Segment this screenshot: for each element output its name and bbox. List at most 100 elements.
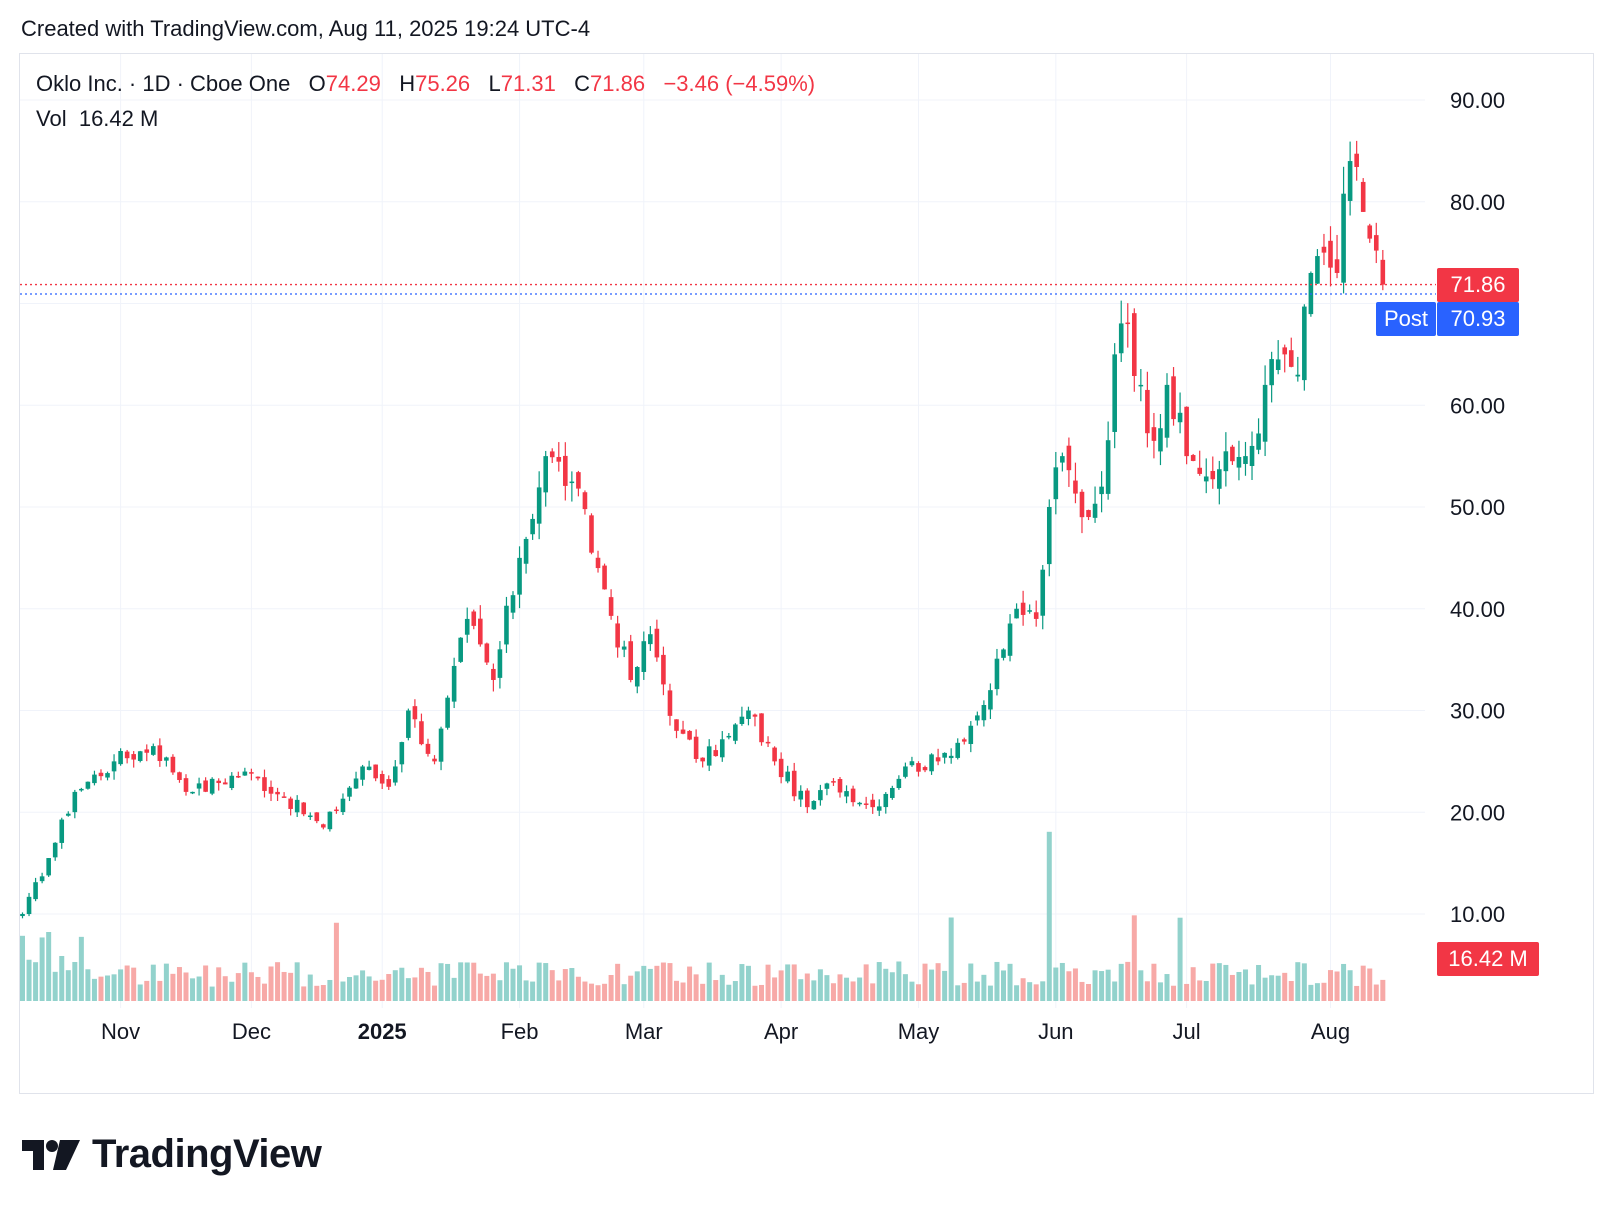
volume-bar — [248, 972, 254, 1001]
candlesticks — [20, 140, 1386, 919]
volume-bar — [1046, 831, 1052, 1001]
candle-body — [922, 767, 928, 771]
candle-body — [144, 749, 150, 753]
candle-body — [994, 658, 1000, 690]
candle-body — [196, 783, 202, 789]
candle-body — [948, 755, 954, 759]
volume-bar — [26, 959, 32, 1001]
volume-bar — [1216, 963, 1222, 1001]
volume-bar — [137, 984, 143, 1001]
volume-bar — [785, 964, 791, 1001]
candle-body — [1151, 427, 1157, 441]
volume-bar — [314, 985, 320, 1001]
candle-body — [412, 706, 418, 720]
chart-grid — [20, 54, 1425, 1008]
candle-body — [942, 752, 947, 758]
volume-bar — [52, 971, 58, 1001]
volume-bar — [1242, 969, 1248, 1001]
volume-bar — [628, 975, 634, 1001]
volume-bar — [1328, 970, 1333, 1001]
candle-body — [746, 710, 751, 720]
volume-bar — [1210, 963, 1216, 1001]
volume-bar — [713, 980, 719, 1001]
volume-bar — [883, 968, 889, 1001]
candle-body — [785, 771, 790, 782]
volume-bar — [418, 967, 424, 1001]
candle-body — [876, 806, 882, 811]
volume-bar — [144, 980, 150, 1001]
volume-bar — [131, 967, 137, 1001]
volume-bar — [1295, 962, 1301, 1001]
open-value: 74.29 — [325, 71, 381, 96]
candle-body — [713, 750, 719, 757]
candle-body — [229, 775, 235, 789]
volume-bar — [745, 965, 751, 1001]
volume-bar — [98, 976, 104, 1001]
volume-bar — [726, 984, 732, 1001]
candle-body — [595, 557, 601, 569]
candle-body — [1334, 259, 1340, 273]
candle-body — [870, 799, 875, 808]
candle-body — [164, 757, 169, 761]
candle-body — [935, 757, 941, 762]
candle-body — [98, 772, 104, 777]
volume-bar — [235, 973, 241, 1001]
volume-bar — [955, 985, 961, 1001]
volume-bar — [497, 980, 503, 1001]
candle-body — [1040, 569, 1046, 616]
volume-bar — [1334, 971, 1340, 1001]
volume-bar — [1229, 974, 1235, 1001]
volume-bar — [772, 977, 778, 1001]
volume-bar — [798, 979, 804, 1001]
volume-bar — [118, 969, 124, 1001]
volume-bar — [268, 966, 274, 1001]
low-value: 71.31 — [500, 71, 556, 96]
volume-bar — [634, 971, 640, 1001]
candle-body — [281, 796, 287, 798]
volume-bar — [863, 964, 869, 1001]
volume-bar — [360, 970, 366, 1001]
volume-bar — [961, 982, 967, 1001]
candle-body — [151, 746, 156, 755]
volume-bar — [39, 937, 45, 1001]
y-tick-label: 40.00 — [1450, 597, 1505, 622]
candle-body — [1282, 347, 1288, 355]
candle-body — [641, 641, 647, 672]
volume-bar — [549, 970, 555, 1001]
candle-body — [118, 750, 123, 765]
candle-body — [1288, 350, 1294, 367]
candle-body — [262, 777, 267, 791]
candle-body — [294, 799, 300, 813]
volume-bar — [641, 965, 647, 1001]
volume-bar — [261, 983, 267, 1001]
candle-body — [1132, 313, 1137, 377]
volume-bar — [1275, 975, 1281, 1001]
candle-body — [379, 774, 385, 784]
tradingview-logo[interactable]: TradingView — [22, 1132, 322, 1177]
volume-bar — [915, 984, 921, 1001]
candle-body — [85, 781, 91, 789]
candle-body — [314, 812, 320, 822]
x-tick-label: Feb — [501, 1019, 539, 1044]
volume-bar — [817, 969, 823, 1001]
volume-bar — [183, 972, 189, 1001]
candle-body — [52, 842, 58, 858]
candle-body — [222, 782, 228, 785]
candle-body — [628, 641, 634, 680]
volume-bar — [647, 968, 653, 1001]
volume-bar — [615, 963, 621, 1001]
volume-bar — [889, 972, 895, 1001]
volume-bar — [1321, 982, 1327, 1001]
volume-bar — [1151, 963, 1157, 1001]
volume-bar — [588, 983, 594, 1001]
candle-body — [242, 771, 248, 776]
volume-bar — [294, 962, 300, 1001]
candle-body — [536, 487, 542, 524]
candle-body — [1373, 235, 1379, 251]
candle-body — [831, 781, 836, 783]
candle-body — [1020, 602, 1026, 615]
volume-bar — [1144, 981, 1150, 1001]
volume-bar — [170, 973, 176, 1001]
volume-legend: Vol 16.42 M — [36, 106, 158, 132]
